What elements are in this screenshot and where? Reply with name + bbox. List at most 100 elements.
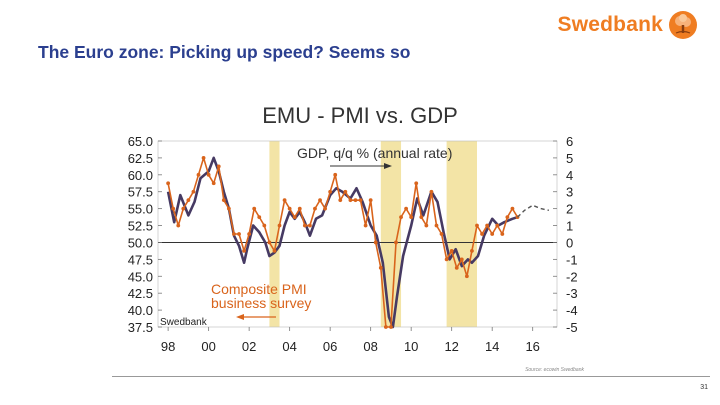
gdp-point	[302, 223, 307, 228]
chart-watermark: Swedbank	[160, 317, 208, 328]
annotation-pmi-line2: business survey	[211, 295, 311, 311]
gdp-point	[257, 215, 262, 219]
gdp-point	[500, 232, 505, 236]
source-note: Source: ecowin Swedbank	[525, 367, 584, 373]
gdp-point	[328, 189, 333, 194]
gdp-point	[282, 198, 287, 203]
gdp-point	[383, 325, 388, 329]
chart-title: EMU - PMI vs. GDP	[262, 103, 458, 128]
right-tick-label: 6	[566, 134, 573, 149]
left-tick-label: 65.0	[128, 134, 153, 149]
right-tick-label: -3	[566, 286, 578, 301]
gdp-point	[191, 189, 196, 194]
series-line-1	[167, 157, 519, 328]
gdp-point	[449, 249, 454, 253]
x-tick-label: 00	[201, 339, 215, 354]
oak-tree-logo-icon	[669, 11, 697, 39]
gdp-point	[226, 206, 231, 211]
gdp-point	[171, 206, 176, 211]
plot-frame	[157, 140, 558, 328]
gdp-point	[237, 232, 241, 236]
gdp-point	[399, 215, 403, 219]
right-tick-label: -1	[566, 252, 578, 267]
gdp-point	[358, 198, 363, 203]
gdp-point	[490, 232, 495, 236]
x-tick-label: 12	[444, 339, 458, 354]
left-tick-label: 37.5	[128, 320, 153, 335]
gdp-point	[252, 206, 257, 211]
gdp-point	[475, 223, 479, 228]
gdp-point	[338, 198, 343, 203]
gdp-point	[439, 232, 444, 236]
right-tick-label: 3	[566, 185, 573, 200]
x-tick-label: 10	[404, 339, 418, 354]
annotation-gdp-arrowhead	[384, 163, 392, 169]
annotation-gdp: GDP, q/q % (annual rate)	[297, 145, 452, 161]
left-tick-label: 50.0	[128, 235, 153, 250]
right-tick-label: 2	[566, 202, 573, 217]
x-tick-label: 06	[323, 339, 337, 354]
gdp-point	[510, 206, 515, 211]
gdp-point	[206, 172, 211, 177]
left-tick-label: 55.0	[128, 202, 153, 217]
right-tick-label: 0	[566, 235, 573, 250]
gdp-point	[313, 206, 317, 211]
gdp-point	[378, 265, 383, 270]
gdp-point	[495, 223, 500, 228]
gdp-point	[353, 198, 358, 203]
gdp-point	[464, 274, 469, 279]
gdp-point	[181, 206, 186, 211]
gdp-point	[414, 181, 419, 186]
gdp-point	[242, 249, 246, 253]
gdp-point	[368, 198, 373, 203]
left-tick-label: 47.5	[128, 252, 153, 267]
shaded-period-0	[269, 141, 280, 327]
x-tick-label: 98	[161, 339, 175, 354]
brand-name: Swedbank	[557, 13, 663, 36]
gdp-point	[287, 206, 292, 211]
gdp-point	[277, 223, 282, 228]
gdp-point	[348, 198, 353, 203]
gdp-point	[373, 240, 378, 245]
gdp-point	[318, 198, 322, 203]
right-tick-label: -5	[566, 320, 578, 335]
left-tick-label: 42.5	[128, 286, 153, 301]
gdp-point	[292, 215, 297, 219]
gdp-point	[201, 156, 206, 160]
right-tick-label: 1	[566, 219, 573, 234]
right-tick-label: -2	[566, 269, 578, 284]
gdp-point	[211, 181, 216, 186]
gdp-point	[444, 257, 449, 262]
gdp-point	[308, 223, 312, 228]
gdp-point	[434, 223, 439, 228]
gdp-point	[272, 249, 277, 253]
annotation-pmi-arrowhead	[236, 314, 244, 320]
gdp-point	[333, 172, 338, 177]
gdp-point	[389, 325, 393, 329]
x-tick-label: 04	[282, 339, 296, 354]
gdp-point	[262, 223, 267, 228]
gdp-point	[404, 206, 409, 211]
gdp-point	[409, 215, 414, 219]
gdp-point	[323, 206, 327, 211]
left-tick-label: 60.0	[128, 168, 153, 183]
left-tick-label: 62.5	[128, 151, 153, 166]
right-tick-label: 4	[566, 168, 573, 183]
gdp-point	[485, 223, 490, 228]
footer-divider	[112, 376, 710, 377]
gdp-point	[247, 232, 252, 236]
gdp-point	[221, 198, 226, 203]
left-tick-label: 40.0	[128, 303, 153, 318]
right-tick-label: 5	[566, 151, 573, 166]
gdp-point	[429, 189, 434, 194]
left-tick-label: 57.5	[128, 185, 153, 200]
x-tick-label: 16	[525, 339, 539, 354]
x-tick-label: 14	[485, 339, 499, 354]
gdp-point	[267, 240, 272, 245]
gdp-point	[176, 223, 181, 228]
x-tick-label: 02	[242, 339, 256, 354]
gdp-point	[297, 206, 302, 211]
series-line-2	[517, 204, 550, 218]
gdp-point	[196, 172, 201, 177]
